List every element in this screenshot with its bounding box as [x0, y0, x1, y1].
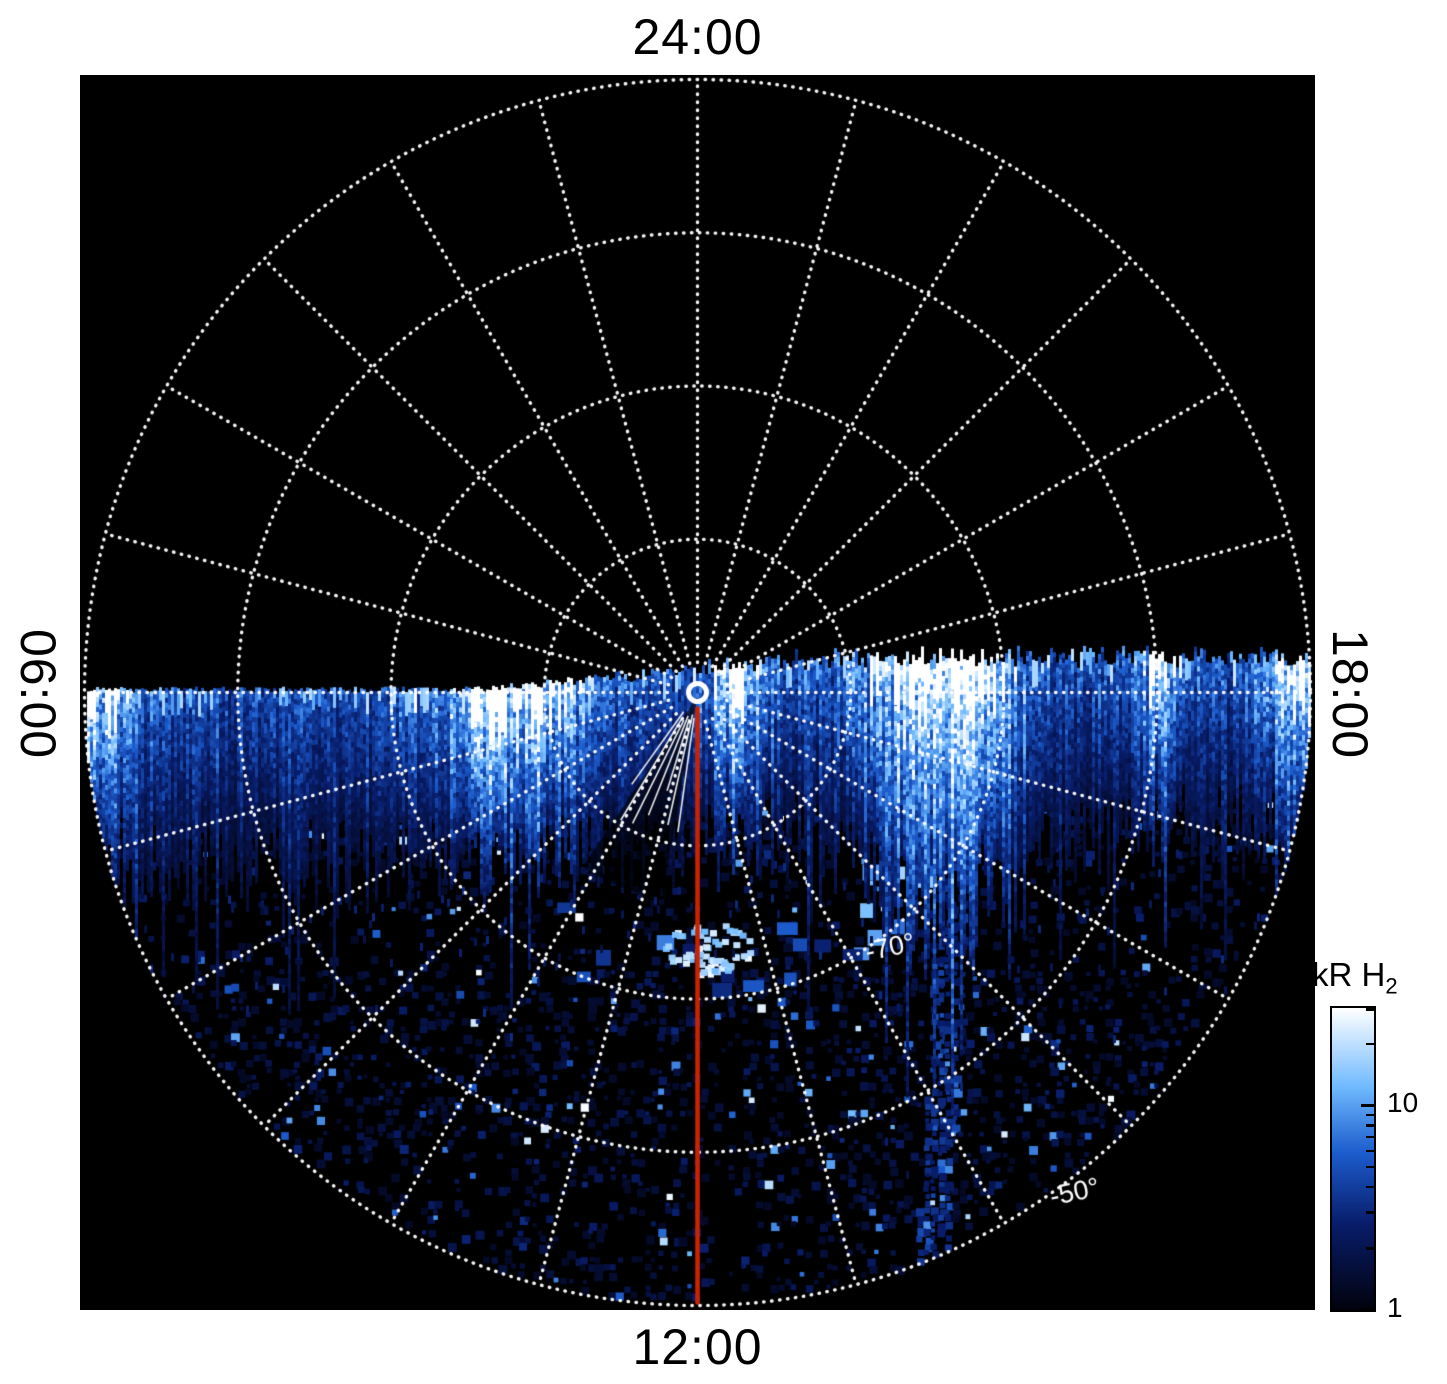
- colorbar-tick: [1366, 1211, 1374, 1214]
- colorbar-tick: [1366, 1185, 1374, 1189]
- colorbar-tick: [1366, 1124, 1374, 1127]
- colorbar-tick-label-1: 1: [1387, 1292, 1403, 1323]
- colorbar-title-main: kR H: [1312, 956, 1386, 993]
- colorbar-gradient: [1330, 1006, 1376, 1312]
- colorbar-tick: [1366, 1042, 1374, 1046]
- colorbar-tick: [1361, 1307, 1374, 1310]
- colorbar-tick: [1366, 1008, 1374, 1011]
- colorbar-tick: [1366, 1149, 1374, 1153]
- colorbar-tick-label-10: 10: [1387, 1086, 1419, 1118]
- polar-projection-canvas: [80, 75, 1315, 1310]
- time-label-1200: 12:00: [632, 1319, 763, 1375]
- time-label-1800: 18:00: [1322, 628, 1378, 760]
- colorbar-tick: [1361, 1104, 1374, 1107]
- time-label-0600: 06:00: [10, 628, 66, 760]
- time-label-2400: 24:00: [632, 9, 763, 65]
- colorbar-tick: [1366, 1135, 1374, 1139]
- colorbar-title-sub: 2: [1385, 973, 1398, 999]
- colorbar-tick: [1366, 1247, 1374, 1250]
- colorbar-tick: [1366, 1113, 1374, 1117]
- colorbar-title: kR H2: [1312, 956, 1398, 1000]
- colorbar-tick: [1366, 1165, 1374, 1169]
